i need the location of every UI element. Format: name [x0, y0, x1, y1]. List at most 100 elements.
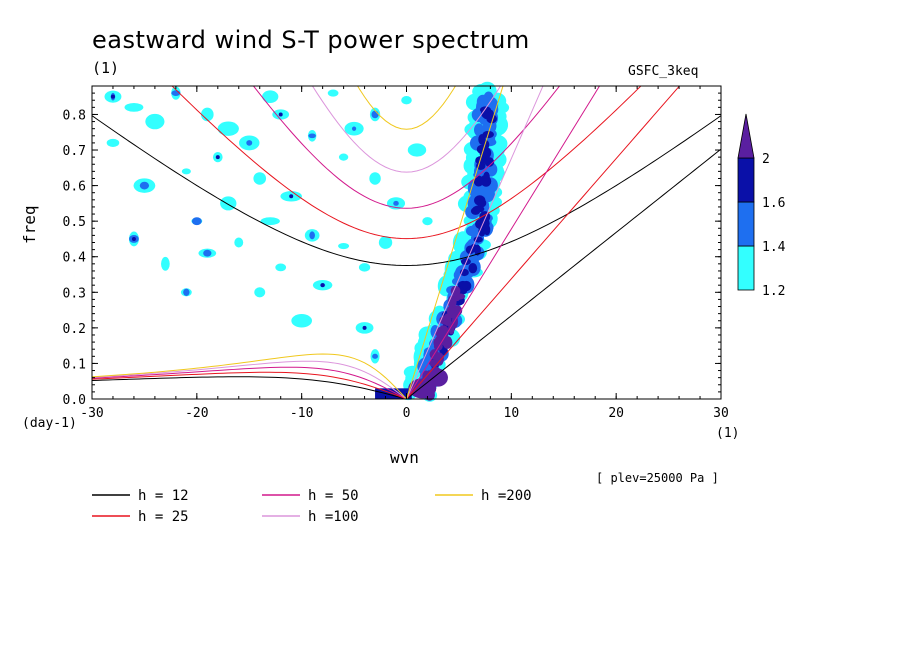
dataset-label: GSFC_3keq [628, 64, 699, 79]
power-contour [234, 237, 244, 248]
power-contour [480, 106, 489, 119]
power-contour [275, 263, 287, 272]
power-contour [183, 288, 190, 296]
power-contour [260, 217, 280, 226]
y-tick-label: 0.6 [63, 180, 86, 195]
pressure-level-note: [ plev=25000 Pa ] [596, 471, 719, 485]
dispersion-curve [92, 376, 407, 399]
power-contour [369, 172, 381, 185]
power-contour [450, 285, 461, 297]
power-contour [291, 313, 312, 328]
power-contour [362, 325, 367, 330]
legend: h = 12 h = 25 h = 50 h =100 h =200 [92, 488, 532, 525]
power-contour [161, 256, 170, 271]
power-contour [358, 263, 371, 272]
dispersion-curve [92, 353, 407, 399]
legend-label: h =200 [481, 488, 532, 504]
x-tick-label: 0 [403, 406, 411, 421]
power-contour [327, 89, 339, 97]
y-tick-label: 0.5 [63, 215, 86, 230]
power-contour [278, 112, 283, 117]
dispersion-curve [92, 366, 407, 399]
power-contour [309, 231, 315, 240]
y-tick-label: 0.0 [63, 393, 86, 408]
power-contour [106, 138, 120, 147]
y-tick-label: 0.2 [63, 322, 86, 337]
colorbar-segment [737, 245, 755, 291]
dispersion-curve [406, 86, 681, 399]
axis-ticks: -30 -20 -10 0 10 20 30 0.0 0.1 0.2 0.3 0.4 0.5 0.6 0.7… [63, 86, 729, 421]
power-contour [131, 236, 136, 241]
dispersion-curve [252, 86, 561, 209]
y-unit-label: (day-1) [22, 416, 77, 431]
colorbar-label: 1.4 [762, 240, 786, 255]
power-contour [465, 225, 479, 237]
y-tick-label: 0.4 [63, 251, 87, 266]
colorbar-extension [737, 113, 755, 159]
power-contour [475, 155, 487, 165]
dispersion-curve [92, 360, 407, 399]
power-contour [483, 149, 490, 157]
power-contour [478, 229, 485, 237]
power-contour [435, 327, 444, 338]
x-axis-label: wvn [390, 448, 419, 467]
x-tick-label: -10 [290, 406, 313, 421]
x-tick-label: -30 [80, 406, 103, 421]
power-contour [262, 90, 279, 103]
x-tick-label: 20 [608, 406, 624, 421]
x-unit-label: (1) [716, 426, 740, 441]
power-contour [483, 171, 490, 182]
power-contour [220, 196, 237, 211]
power-contour [308, 133, 316, 139]
power-contour [351, 126, 357, 131]
colorbar-label: 2 [762, 152, 770, 167]
power-contour [246, 140, 253, 146]
power-contour [448, 321, 455, 335]
legend-label: h = 50 [308, 488, 359, 504]
plot-frame [91, 85, 722, 400]
dispersion-curve [92, 115, 721, 266]
power-contour [253, 172, 267, 185]
power-contour [378, 236, 393, 249]
x-tick-label: 10 [504, 406, 520, 421]
x-tick-label: 30 [713, 406, 729, 421]
dispersion-curve [406, 86, 504, 399]
power-contour [124, 102, 144, 112]
title-unit-label: (1) [92, 59, 120, 77]
y-axis-label: freq [20, 205, 39, 244]
power-contour [372, 353, 378, 359]
dispersion-curve [92, 371, 407, 399]
dispersion-curve [171, 86, 642, 240]
power-contour [427, 368, 448, 387]
power-contour [483, 224, 491, 236]
colorbar-segment [737, 157, 755, 203]
power-contour [371, 110, 379, 119]
power-contour [393, 200, 399, 206]
power-contour [217, 121, 239, 136]
chart-title: eastward wind S-T power spectrum [92, 26, 530, 54]
colorbar-segment [737, 201, 755, 247]
power-contour [468, 263, 478, 274]
legend-label: h = 25 [138, 509, 189, 525]
power-contour [203, 249, 212, 257]
power-contour [181, 168, 191, 175]
power-contour [422, 217, 433, 226]
power-contour [139, 181, 150, 190]
power-contour [110, 94, 115, 99]
colorbar: 1.2 1.4 1.6 2 [737, 113, 786, 299]
y-tick-label: 0.8 [63, 108, 86, 123]
power-contour [408, 378, 437, 399]
power-contour [254, 287, 266, 298]
power-contour [470, 207, 481, 215]
power-contour [338, 153, 349, 161]
power-contour [484, 157, 495, 167]
power-contour [145, 113, 165, 130]
power-contours [104, 81, 510, 402]
power-contour [338, 242, 350, 250]
power-contour [474, 244, 481, 256]
legend-label: h = 12 [138, 488, 189, 504]
power-contour [407, 143, 427, 157]
dispersion-curve [406, 86, 544, 399]
power-contour [478, 198, 487, 208]
